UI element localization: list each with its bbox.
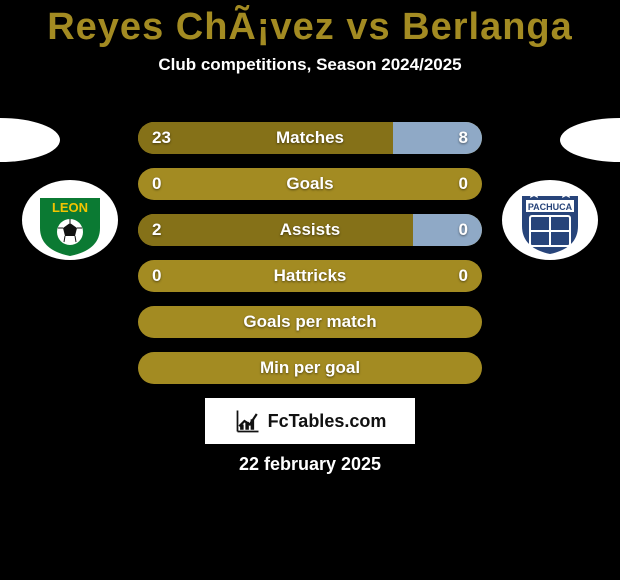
right-team-crest: PACHUCA: [500, 178, 600, 262]
left-team-crest: LEON: [20, 178, 120, 262]
left-ellipse-decor: [0, 118, 60, 162]
stat-label: Assists: [138, 214, 482, 246]
stat-row: Matches23 8: [138, 122, 482, 154]
stat-label: Matches: [138, 122, 482, 154]
stat-row: Goals per match: [138, 306, 482, 338]
pachuca-crest-icon: PACHUCA: [500, 178, 600, 262]
date-label: 22 february 2025: [0, 454, 620, 475]
fctables-logo: FcTables.com: [205, 398, 415, 444]
fctables-chart-icon: [234, 407, 262, 435]
stat-row: Assists2 0: [138, 214, 482, 246]
stats-container: Matches238Goals00Assists20Hattricks00Goa…: [138, 122, 482, 398]
stat-value-left: 0: [152, 260, 161, 292]
stat-row: Goals0 0: [138, 168, 482, 200]
stat-label: Min per goal: [138, 352, 482, 384]
stat-value-left: 23: [152, 122, 171, 154]
stat-value-left: 2: [152, 214, 161, 246]
stat-value-left: 0: [152, 168, 161, 200]
page-title: Reyes ChÃ¡vez vs Berlanga: [0, 0, 620, 49]
right-ellipse-decor: [560, 118, 620, 162]
stat-value-right: 0: [459, 214, 468, 246]
stat-label: Goals: [138, 168, 482, 200]
svg-text:LEON: LEON: [52, 200, 88, 215]
fctables-logo-text: FcTables.com: [268, 411, 387, 432]
stat-value-right: 8: [459, 122, 468, 154]
stat-label: Hattricks: [138, 260, 482, 292]
stat-label: Goals per match: [138, 306, 482, 338]
stat-row: Min per goal: [138, 352, 482, 384]
leon-crest-icon: LEON: [20, 178, 120, 262]
stat-value-right: 0: [459, 260, 468, 292]
svg-text:PACHUCA: PACHUCA: [528, 202, 573, 212]
subtitle: Club competitions, Season 2024/2025: [0, 55, 620, 75]
stat-value-right: 0: [459, 168, 468, 200]
stat-row: Hattricks0 0: [138, 260, 482, 292]
